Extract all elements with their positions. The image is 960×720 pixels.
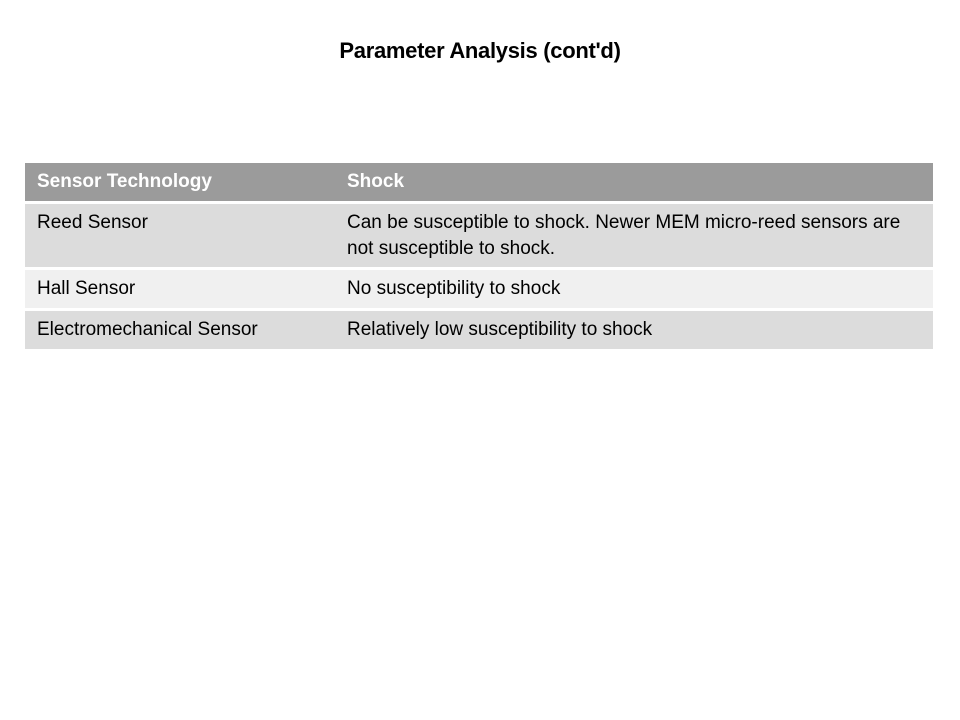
parameter-analysis-table: Sensor Technology Shock Reed Sensor Can … — [25, 160, 933, 352]
table-row: Hall Sensor No susceptibility to shock — [25, 270, 933, 308]
parameter-analysis-table-container: Sensor Technology Shock Reed Sensor Can … — [25, 160, 933, 352]
cell-sensor-technology: Reed Sensor — [25, 204, 335, 267]
table-row: Reed Sensor Can be susceptible to shock.… — [25, 204, 933, 267]
page-title: Parameter Analysis (cont'd) — [0, 0, 960, 64]
cell-shock: Relatively low susceptibility to shock — [335, 311, 933, 349]
cell-sensor-technology: Electromechanical Sensor — [25, 311, 335, 349]
table-row: Electromechanical Sensor Relatively low … — [25, 311, 933, 349]
table-header-row: Sensor Technology Shock — [25, 163, 933, 201]
column-header-shock: Shock — [335, 163, 933, 201]
cell-sensor-technology: Hall Sensor — [25, 270, 335, 308]
column-header-sensor-technology: Sensor Technology — [25, 163, 335, 201]
cell-shock: No susceptibility to shock — [335, 270, 933, 308]
cell-shock: Can be susceptible to shock. Newer MEM m… — [335, 204, 933, 267]
